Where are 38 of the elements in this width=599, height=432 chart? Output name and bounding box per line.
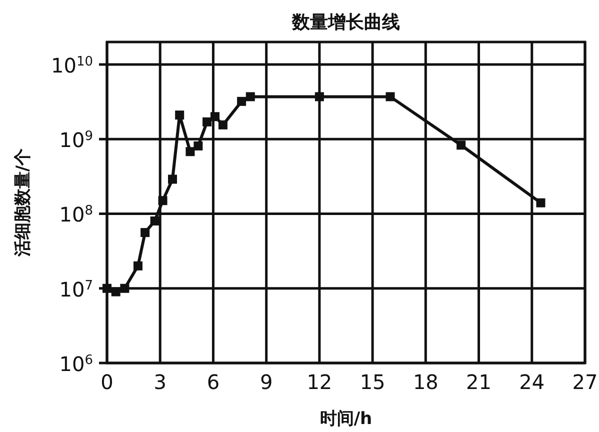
point: [111, 287, 120, 296]
chart-title: 数量增长曲线: [291, 12, 400, 33]
point: [246, 92, 255, 102]
y-tick-label: 10$^{8}$: [59, 202, 93, 227]
point: [194, 141, 203, 150]
x-tick-label: 15: [360, 370, 386, 394]
point: [158, 196, 168, 206]
x-tick-label: 24: [519, 370, 545, 394]
point: [386, 92, 395, 102]
point: [536, 198, 546, 208]
point: [186, 147, 195, 156]
point: [175, 110, 184, 120]
point: [210, 112, 220, 122]
x-tick-label: 18: [412, 370, 438, 394]
x-tick-label: 3: [154, 370, 166, 394]
point: [202, 117, 212, 126]
point: [314, 92, 324, 102]
x-tick-label: 6: [206, 370, 220, 394]
point: [456, 140, 466, 150]
x-tick-label: 9: [260, 370, 273, 394]
point: [133, 261, 142, 270]
point: [120, 284, 130, 293]
point: [102, 284, 112, 293]
point: [237, 96, 246, 106]
x-tick-label: 0: [100, 370, 114, 394]
y-axis-title: 活细胞数量/个: [13, 147, 33, 258]
y-tick-label: 10$^{6}$: [59, 352, 93, 376]
y-tick-label: 10$^{9}$: [59, 128, 93, 152]
point: [218, 120, 228, 130]
point: [140, 228, 150, 238]
y-tick-label: 10$^{10}$: [51, 53, 93, 78]
x-tick-label: 27: [572, 370, 598, 394]
y-tick-label: 10$^{7}$: [59, 277, 93, 302]
point: [168, 174, 178, 184]
x-axis-title: 时间/h: [320, 409, 372, 429]
point: [150, 216, 160, 226]
x-tick-label: 12: [306, 370, 332, 394]
x-tick-label: 21: [466, 370, 492, 394]
